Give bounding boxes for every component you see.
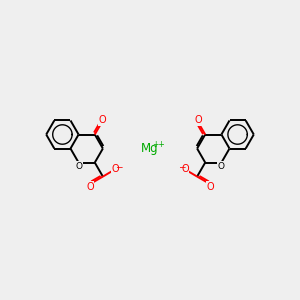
Text: −: − — [178, 162, 185, 171]
Text: Mg: Mg — [141, 142, 159, 155]
Text: −: − — [115, 162, 122, 171]
Text: O: O — [111, 164, 119, 174]
Text: O: O — [218, 162, 225, 171]
Text: O: O — [206, 182, 214, 192]
Text: O: O — [75, 162, 82, 171]
Text: O: O — [86, 182, 94, 192]
Text: ++: ++ — [152, 140, 165, 149]
Text: O: O — [98, 115, 106, 125]
Text: O: O — [194, 115, 202, 125]
Text: O: O — [181, 164, 189, 174]
